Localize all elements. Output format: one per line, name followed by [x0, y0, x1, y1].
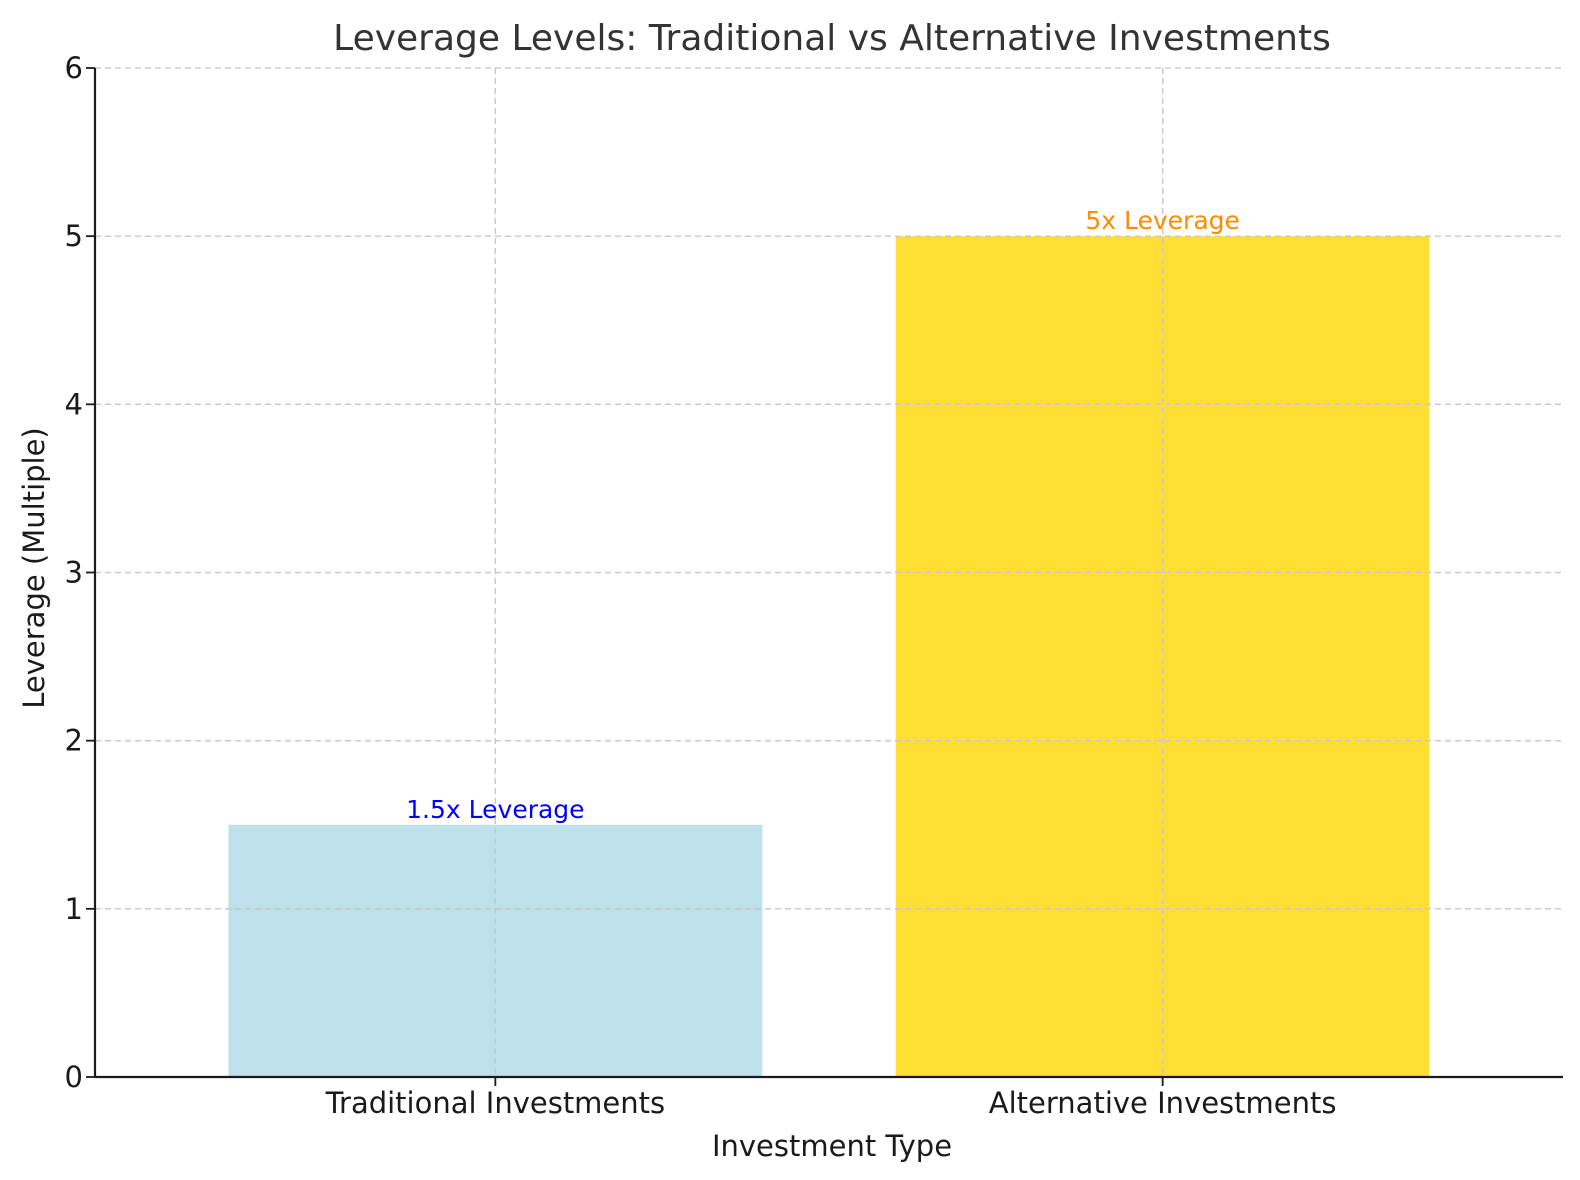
x-tick-label: Alternative Investments [989, 1086, 1337, 1120]
y-ticks: 0 1 2 3 4 5 6 [65, 51, 95, 1094]
bar-labels: 1.5x Leverage 5x Leverage [406, 206, 1240, 824]
y-axis-label: Leverage (Multiple) [17, 427, 51, 708]
x-ticks: Traditional Investments Alternative Inves… [325, 1077, 1337, 1120]
x-tick-label: Traditional Investments [325, 1086, 666, 1120]
bar-2 [895, 236, 1430, 1077]
y-tick-label: 2 [65, 724, 83, 758]
y-tick-label: 4 [65, 387, 83, 421]
chart-title: Leverage Levels: Traditional vs Alternat… [333, 18, 1331, 59]
x-axis-label: Investment Type [712, 1129, 952, 1163]
y-tick-label: 1 [65, 892, 83, 926]
bars [228, 236, 1430, 1077]
bar-value-label: 1.5x Leverage [406, 795, 584, 824]
y-tick-label: 6 [65, 51, 83, 85]
y-tick-label: 5 [65, 219, 83, 253]
y-tick-label: 3 [65, 556, 83, 590]
y-tick-label: 0 [65, 1060, 83, 1094]
bar-value-label: 5x Leverage [1085, 206, 1240, 235]
